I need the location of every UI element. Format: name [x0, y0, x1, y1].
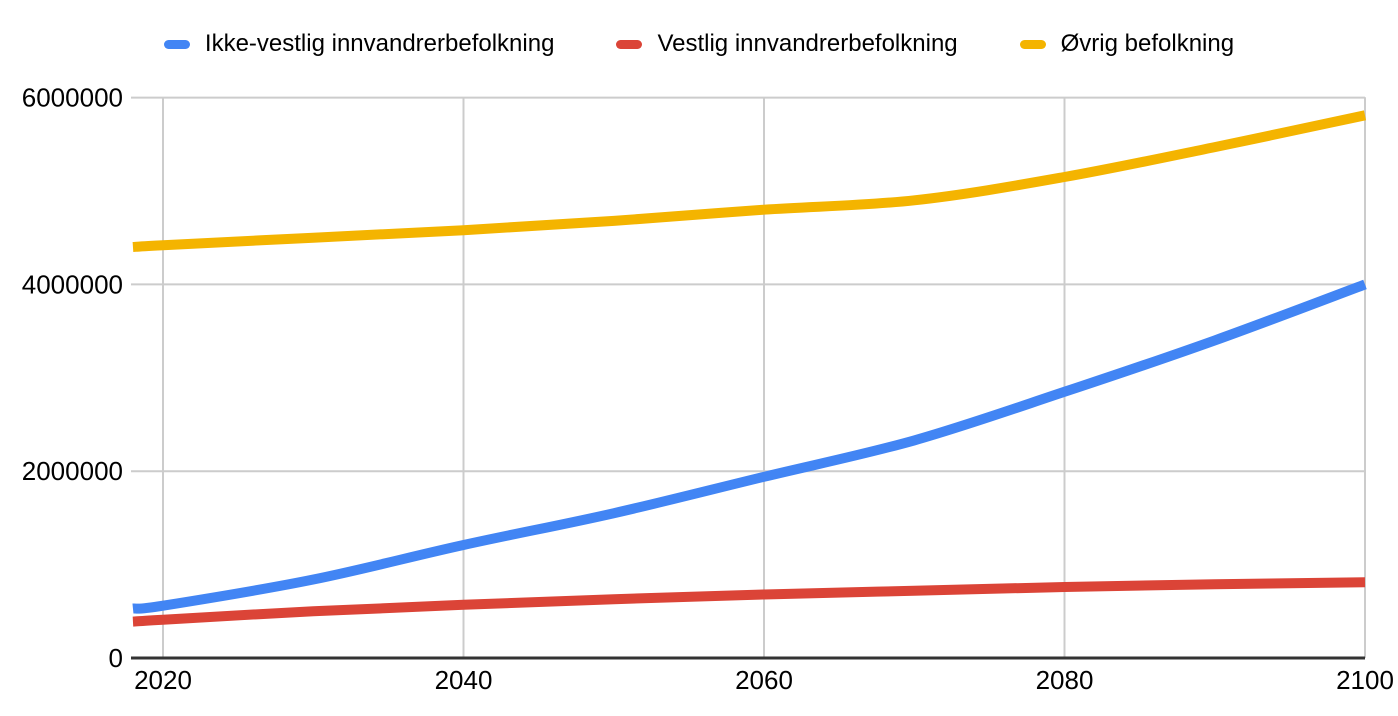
chart-legend: Ikke-vestlig innvandrerbefolkning Vestlig… [0, 26, 1398, 62]
legend-label: Ikke-vestlig innvandrerbefolkning [204, 30, 555, 57]
series-line [132, 279, 1367, 614]
x-tick-label: 2020 [134, 665, 192, 695]
legend-item: Vestlig innvandrerbefolkning [616, 30, 958, 58]
x-tick-label: 2100 [1336, 665, 1394, 695]
legend-item: Øvrig befolkning [1019, 30, 1235, 58]
x-tick-label: 2040 [435, 665, 493, 695]
series-line [132, 577, 1366, 627]
y-tick-label: 0 [109, 643, 123, 673]
x-tick-label: 2080 [1036, 665, 1094, 695]
y-tick-label: 4000000 [22, 269, 123, 299]
legend-label: Øvrig befolkning [1060, 30, 1235, 57]
x-tick-label: 2060 [735, 665, 793, 695]
legend-swatch-icon [163, 39, 190, 49]
legend-swatch-icon [616, 39, 643, 49]
legend-item: Ikke-vestlig innvandrerbefolkning [163, 30, 555, 58]
y-tick-label: 6000000 [22, 83, 123, 113]
y-tick-label: 2000000 [22, 456, 123, 486]
legend-label: Vestlig innvandrerbefolkning [657, 30, 958, 57]
series-line [132, 110, 1367, 253]
legend-swatch-icon [1019, 39, 1046, 49]
